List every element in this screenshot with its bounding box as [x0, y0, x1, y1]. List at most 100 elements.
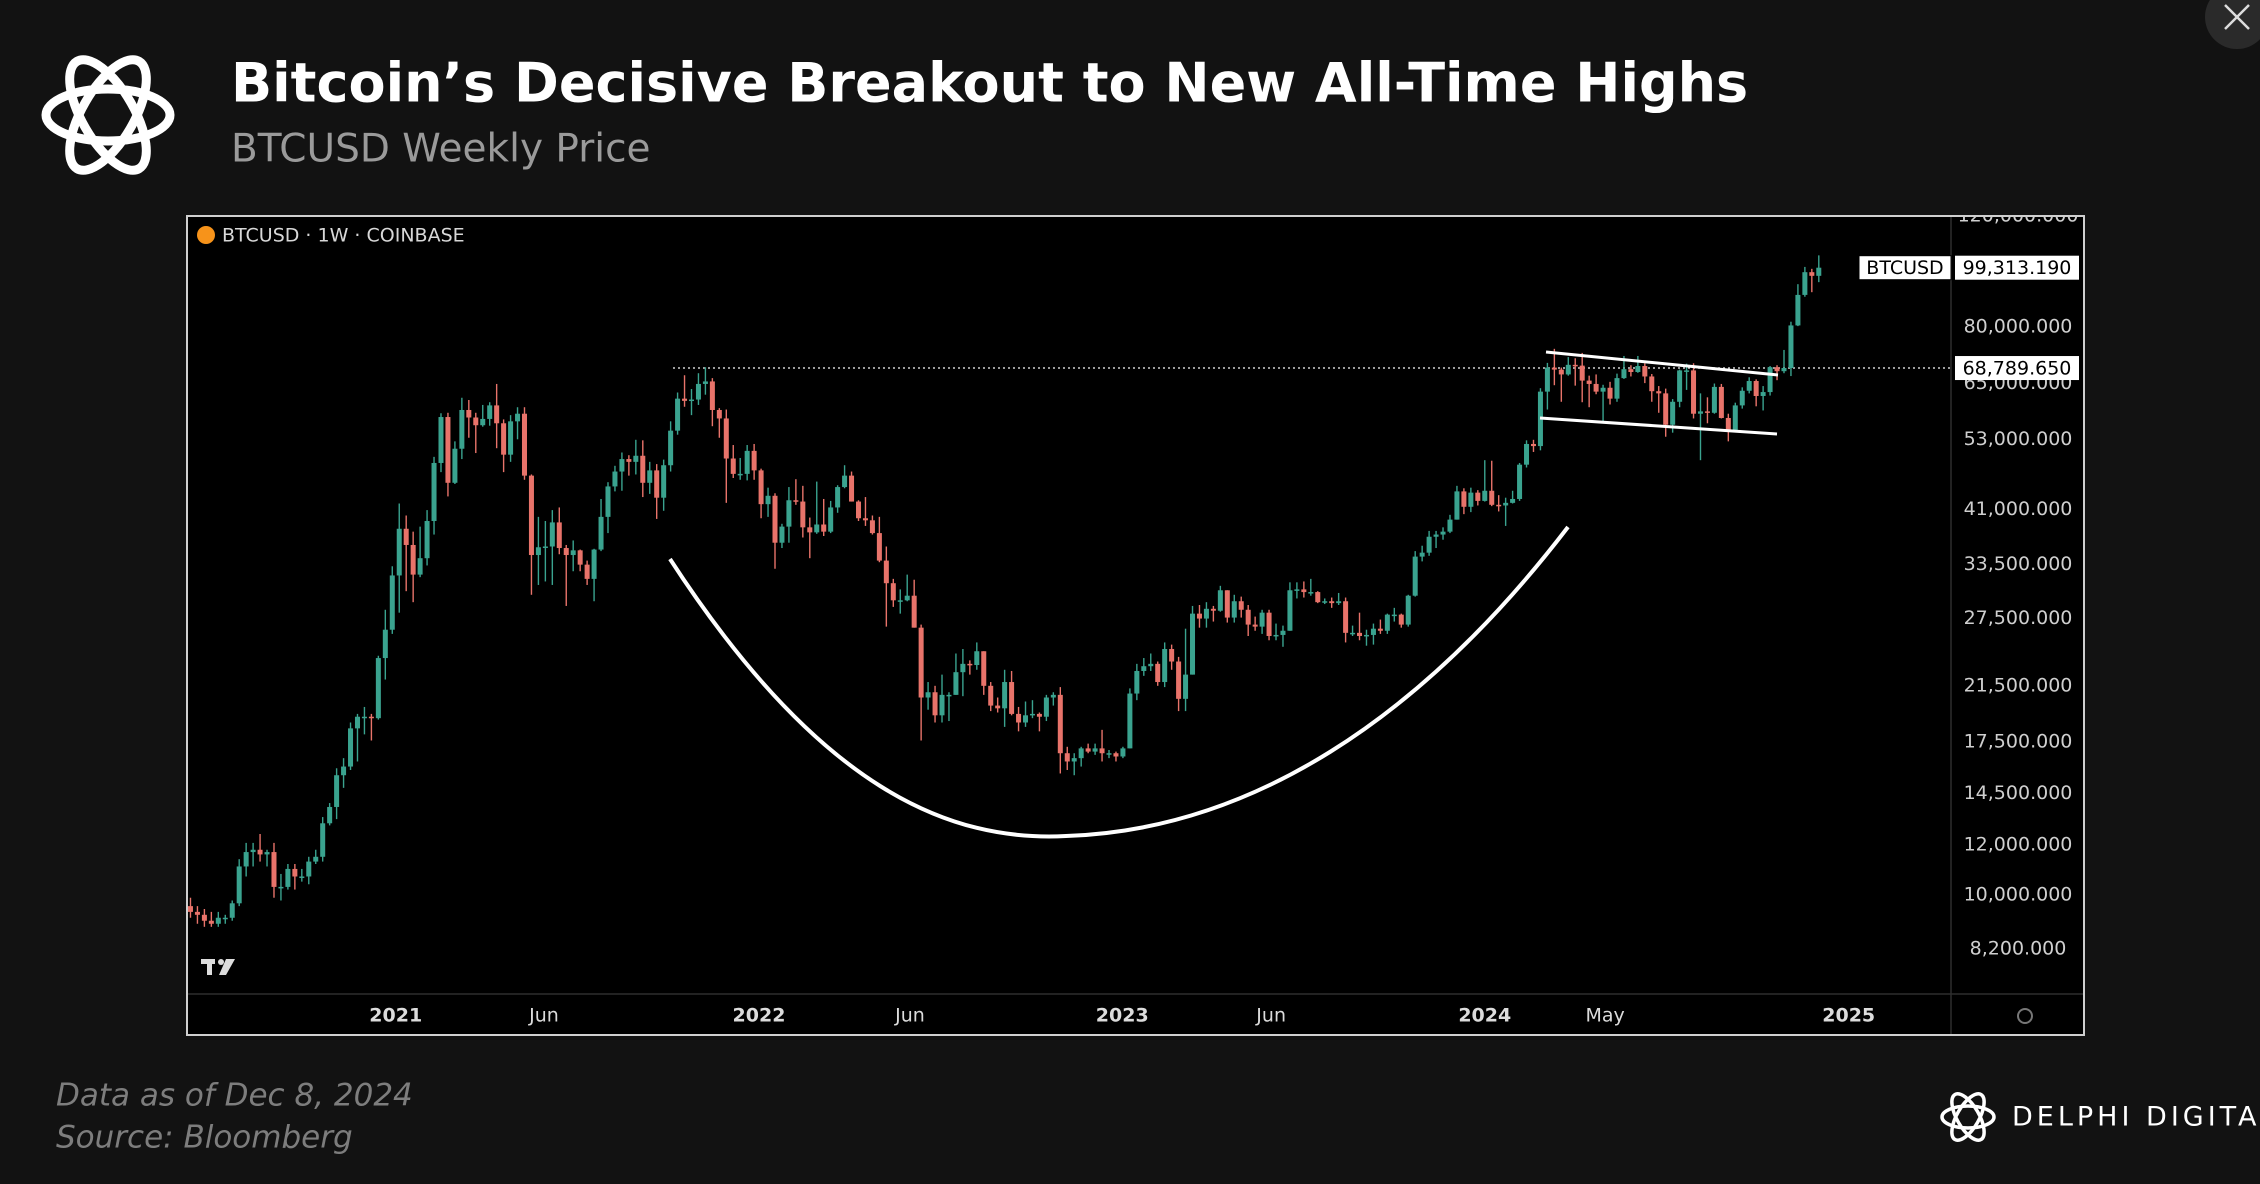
candle-body: [939, 694, 945, 716]
candle-body: [528, 475, 534, 556]
candle-body: [675, 398, 681, 431]
candle-body: [1029, 713, 1035, 716]
candle-body: [1301, 589, 1307, 593]
candle-body: [243, 852, 249, 867]
candle-body: [1447, 519, 1453, 532]
candle-body: [1078, 748, 1084, 759]
candle-body: [661, 465, 667, 498]
price-label-box: [1955, 255, 2079, 280]
candle-body: [487, 405, 493, 419]
candle-body: [723, 418, 729, 459]
y-tick-label: 120,000.000: [1958, 205, 2079, 227]
candle-body: [1746, 381, 1752, 391]
y-tick-label: 80,000.000: [1964, 315, 2073, 337]
candle-body: [396, 528, 402, 576]
y-tick-label: 14,500.000: [1964, 782, 2073, 804]
candle-body: [1684, 370, 1690, 372]
candle-body: [821, 524, 827, 532]
candle-body: [612, 471, 618, 487]
y-tick-label: 53,000.000: [1964, 428, 2073, 450]
candle-body: [1558, 369, 1564, 375]
candle-body: [403, 528, 409, 545]
candle-body: [779, 526, 785, 543]
candle-body: [1120, 748, 1126, 757]
candle-body: [682, 398, 688, 401]
candle-body: [862, 518, 868, 521]
candle-body: [981, 651, 987, 686]
close-button[interactable]: [2205, 0, 2260, 49]
bitcoin-icon: [197, 226, 215, 244]
candle-body: [1753, 381, 1759, 396]
tradingview-logo: [201, 959, 235, 975]
level-label: 68,789.650: [1963, 358, 2072, 380]
date-note: Data as of Dec 8, 2024: [56, 1078, 413, 1114]
candle-body: [932, 692, 938, 716]
candle-body: [876, 533, 882, 561]
candle-body: [320, 823, 326, 857]
candle-body: [1551, 367, 1557, 370]
candle-body: [1781, 368, 1787, 372]
candle-body: [459, 409, 465, 449]
candle-body: [695, 383, 701, 400]
candle-body: [1363, 634, 1369, 637]
candle-body: [299, 876, 305, 878]
candle-body: [521, 413, 527, 476]
candle-body: [1238, 601, 1244, 610]
candle-body: [389, 575, 395, 630]
candle-body: [793, 500, 799, 502]
candle-body: [1224, 590, 1230, 618]
candle-body: [1329, 601, 1335, 604]
price-label: 99,313.190: [1963, 257, 2072, 279]
candle-body: [452, 448, 458, 483]
candle-body: [556, 522, 562, 549]
candle-body: [1565, 364, 1571, 375]
candle-body: [1280, 630, 1286, 635]
candle-body: [334, 775, 340, 807]
candle-body: [1141, 666, 1147, 671]
candle-body: [1196, 613, 1202, 619]
x-tick-label: 2023: [1096, 1005, 1149, 1027]
settings-icon[interactable]: [2017, 1008, 2033, 1024]
candle-body: [1190, 613, 1196, 675]
symbol-label: BTCUSD · 1W · COINBASE: [222, 225, 465, 247]
candle-body: [758, 470, 764, 505]
candle-body: [535, 547, 541, 556]
candle-body: [1127, 693, 1133, 749]
candle-body: [1036, 713, 1042, 717]
candle-body: [1203, 608, 1209, 619]
candle-body: [1649, 376, 1655, 392]
candle-body: [1524, 443, 1530, 465]
candle-body: [1711, 386, 1717, 413]
candle-body: [953, 672, 959, 695]
candle-body: [640, 455, 646, 483]
candle-body: [257, 849, 263, 855]
candle-body: [1635, 366, 1641, 373]
candle-body: [765, 495, 771, 505]
candle-body: [668, 430, 674, 466]
candle-body: [751, 450, 757, 471]
candle-body: [1315, 592, 1321, 603]
candle-body: [494, 405, 500, 424]
candle-body: [1732, 405, 1738, 431]
candle-body: [626, 459, 632, 462]
candle-body: [480, 418, 486, 426]
candle-body: [1231, 601, 1237, 618]
candle-body: [1691, 370, 1697, 414]
candle-body: [1273, 634, 1279, 637]
candle-body: [1092, 748, 1098, 752]
candle-body: [1774, 367, 1780, 372]
candle-body: [313, 856, 319, 862]
candle-body: [1412, 556, 1418, 596]
plot-area: 120,000.00080,000.00065,000.00053,000.00…: [187, 205, 2079, 1027]
candle-body: [897, 600, 903, 602]
candle-body: [1162, 649, 1168, 683]
candle-body: [1697, 411, 1703, 414]
candle-body: [1454, 491, 1460, 520]
candle-body: [501, 423, 507, 455]
y-tick-label: 17,500.000: [1964, 731, 2073, 753]
candle-body: [473, 417, 479, 426]
candle-body: [1183, 674, 1189, 699]
candle-body: [1148, 663, 1154, 667]
candle-body: [605, 486, 611, 517]
